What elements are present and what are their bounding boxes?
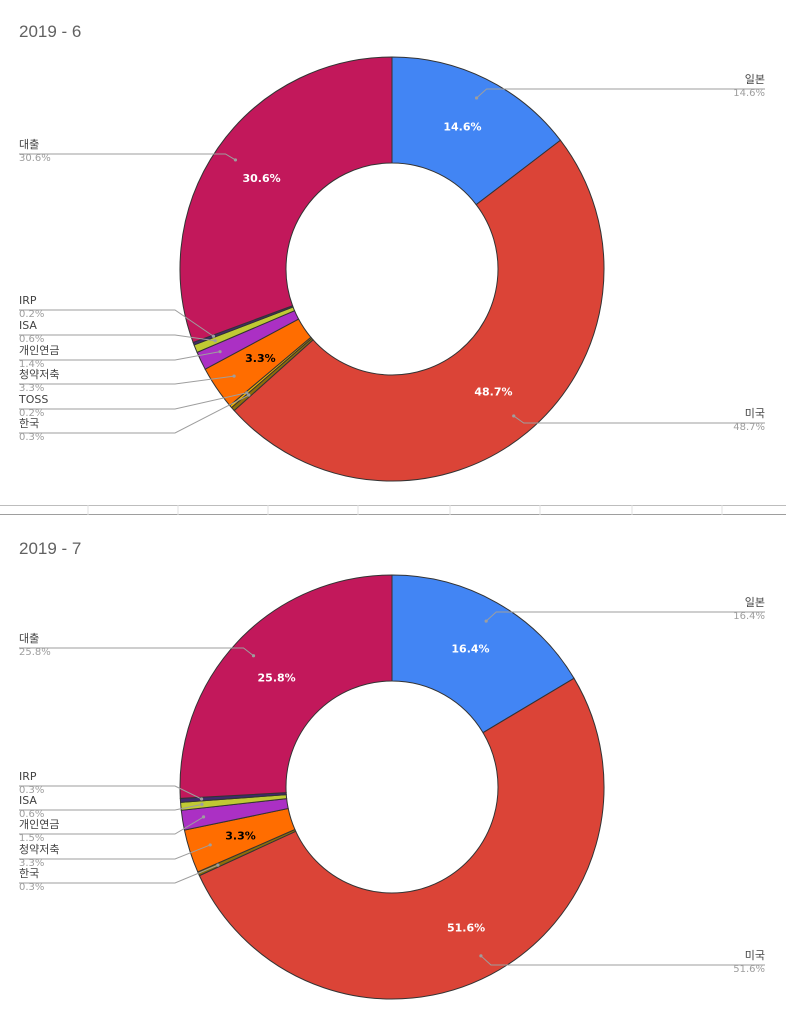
leader-line-isa: [19, 334, 216, 342]
legend-value-korea: 0.3%: [19, 882, 44, 893]
legend-label-personal-pension: 개인연금: [19, 818, 59, 831]
legend-value-personal-pension: 1.5%: [19, 833, 44, 844]
legend-label-usa: 미국: [745, 407, 765, 420]
labels: 16.4% 일본 16.4% 51.6% 미국 51.6% 한국 0.3% 3.3% 청약저축 3.…: [19, 595, 765, 975]
leader-line-personal-pension: [19, 351, 221, 361]
legend-label-japan: 일본: [745, 72, 765, 86]
legend-value-housing-savings: 3.3%: [19, 383, 44, 394]
data-label-loan: 25.8%: [258, 672, 296, 685]
slices: [179, 56, 605, 482]
legend-label-housing-savings: 청약저축: [19, 842, 59, 856]
leader-dot-isa: [200, 802, 204, 806]
legend-label-housing-savings: 청약저축: [19, 367, 59, 381]
data-label-japan: 16.4%: [451, 643, 489, 656]
data-label-usa: 51.6%: [447, 922, 485, 935]
slices: [179, 574, 605, 1000]
slice-loan[interactable]: [179, 574, 393, 799]
chart-title: 2019 - 7: [19, 539, 82, 558]
slice-usa[interactable]: [198, 677, 605, 1000]
leader-line-housing-savings: [19, 375, 235, 385]
leader-line-irp: [19, 309, 214, 337]
legend-value-housing-savings: 3.3%: [19, 858, 44, 869]
legend-label-korea: 한국: [19, 417, 39, 430]
legend-label-personal-pension: 개인연금: [19, 344, 59, 357]
data-label-usa: 48.7%: [474, 385, 512, 398]
legend-label-loan: 대출: [19, 632, 39, 645]
legend-value-usa: 51.6%: [733, 964, 765, 975]
leader-line-toss: [19, 392, 247, 410]
leader-line-usa: [480, 955, 765, 966]
leader-line-japan: [476, 88, 765, 99]
donut-chart-2019-7[interactable]: 16.4% 일본 16.4% 51.6% 미국 51.6% 한국 0.3% 3.3% 청약저축 3.…: [0, 517, 786, 1020]
leader-line-irp: [19, 785, 202, 800]
legend-value-irp: 0.2%: [19, 309, 44, 320]
data-label-housing-savings: 3.3%: [245, 352, 276, 365]
legend-value-irp: 0.3%: [19, 785, 44, 796]
legend-label-isa: ISA: [19, 319, 37, 332]
spreadsheet-gridlines: [0, 505, 786, 515]
leader-line-loan: [19, 153, 236, 161]
chart-panel-2019-7: 2019 - 7 16.4% 일본 16.4% 51.6% 미국 51.6% 한국 0.3% 3…: [0, 517, 786, 1020]
legend-label-japan: 일본: [745, 595, 765, 609]
legend-label-isa: ISA: [19, 794, 37, 807]
legend-label-irp: IRP: [19, 770, 37, 783]
slice-japan[interactable]: [391, 56, 562, 206]
donut-chart-2019-6[interactable]: 14.6% 일본 14.6% 48.7% 미국 48.7% 한국 0.3% TOSS 0.2% 3.…: [0, 0, 786, 505]
data-label-loan: 30.6%: [242, 172, 280, 185]
labels: 14.6% 일본 14.6% 48.7% 미국 48.7% 한국 0.3% TOSS 0.2% 3.…: [18, 72, 765, 443]
legend-value-isa: 0.6%: [19, 809, 44, 820]
legend-label-usa: 미국: [745, 949, 765, 962]
legend-value-loan: 30.6%: [19, 153, 51, 164]
legend-value-japan: 14.6%: [733, 88, 765, 99]
slice-usa[interactable]: [233, 139, 605, 482]
leader-line-korea: [19, 394, 250, 434]
data-label-housing-savings: 3.3%: [225, 829, 256, 842]
legend-value-toss: 0.2%: [19, 408, 44, 419]
slice-japan[interactable]: [391, 574, 575, 734]
data-label-japan: 14.6%: [443, 120, 481, 133]
legend-value-loan: 25.8%: [19, 647, 51, 658]
legend-label-loan: 대출: [19, 138, 39, 151]
leader-line-japan: [485, 611, 765, 622]
leader-line-housing-savings: [19, 844, 211, 860]
legend-label-irp: IRP: [19, 294, 37, 307]
panel-divider: [0, 505, 786, 506]
legend-value-isa: 0.6%: [19, 334, 44, 345]
legend-label-korea: 한국: [19, 867, 39, 880]
chart-panel-2019-6: 2019 - 6 14.6% 일본 14.6% 48.7% 미국 48.7% 한국 0.3% T…: [0, 0, 786, 505]
legend-value-korea: 0.3%: [19, 432, 44, 443]
leader-line-usa: [513, 415, 765, 424]
legend-label-toss: TOSS: [18, 393, 48, 406]
legend-value-usa: 48.7%: [733, 422, 765, 433]
leader-line-personal-pension: [19, 816, 204, 835]
leader-line-isa: [19, 803, 203, 811]
legend-value-japan: 16.4%: [733, 611, 765, 622]
chart-title: 2019 - 6: [19, 22, 82, 41]
slice-loan[interactable]: [179, 56, 393, 344]
legend-value-personal-pension: 1.4%: [19, 359, 44, 370]
leader-line-loan: [19, 647, 254, 657]
leader-line-korea: [19, 864, 219, 884]
